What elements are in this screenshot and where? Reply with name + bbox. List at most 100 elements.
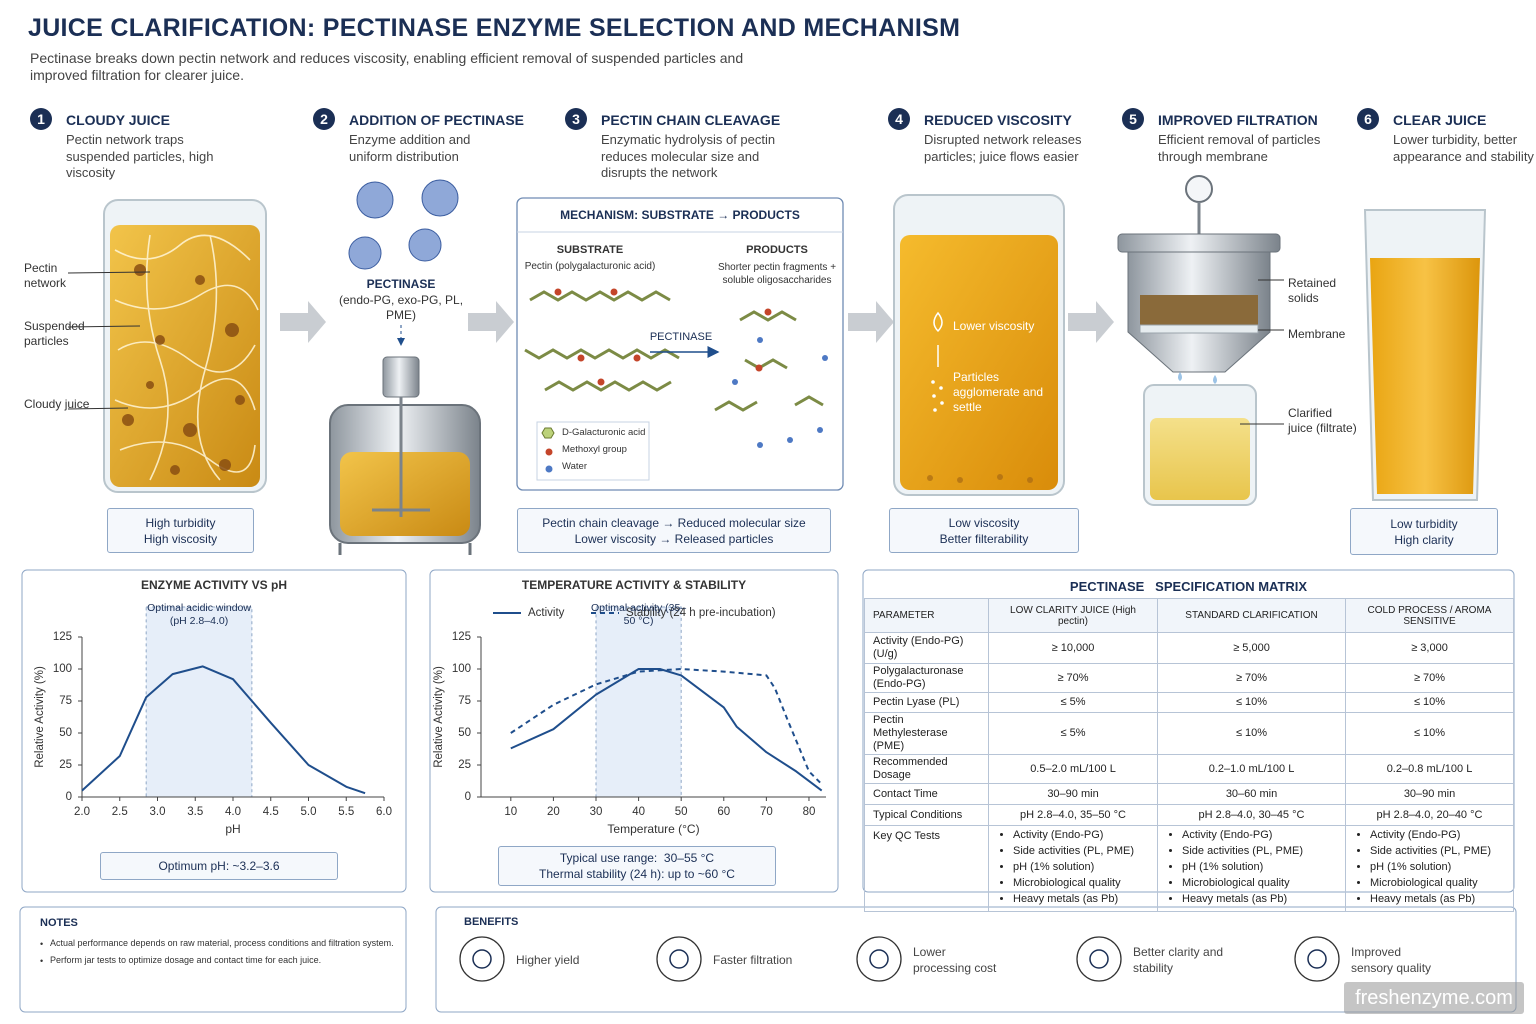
step-label: Cloudy juice — [24, 397, 90, 411]
step-label: Retained solids — [1288, 276, 1337, 305]
note-line: Thermal stability (24 h): up to ~60 °C — [539, 867, 735, 881]
x-tick-label: 60 — [717, 806, 730, 818]
table-cell: Recommended Dosage — [864, 754, 989, 784]
qc-item: pH (1% solution) — [1370, 859, 1505, 875]
table-row: Pectin Methylesterase (PME) ≤ 5% ≤ 10% ≤ 10… — [864, 712, 1514, 755]
table-wrap: PARAMETER LOW CLARITY JUICE (High pectin)… — [864, 598, 1514, 912]
step-description: Enzyme addition and uniform distribution — [349, 132, 471, 164]
ph-chart-panel — [21, 569, 407, 893]
page-title: JUICE CLARIFICATION: PECTINASE ENZYME SE… — [28, 14, 961, 42]
step-number: 6 — [1357, 108, 1379, 130]
table-cell: 30–90 min — [1345, 783, 1514, 805]
note-item: Perform jar tests to optimize dosage and… — [50, 955, 322, 965]
note-line: Typical use range: 30–55 °C — [559, 851, 715, 865]
x-tick-label: 30 — [590, 806, 603, 818]
y-tick-label: 75 — [59, 695, 72, 707]
table-cell: Typical Conditions — [864, 804, 989, 826]
header-cell: STANDARD CLARIFICATION — [1157, 598, 1346, 633]
table-row: Polygalacturonase (Endo-PG) ≥ 70% ≥ 70% ≥ 7… — [864, 663, 1514, 693]
table-header-row: PARAMETER LOW CLARITY JUICE (High pectin)… — [864, 598, 1514, 633]
summary-line: High viscosity — [143, 531, 218, 546]
step-number: 3 — [565, 108, 587, 130]
y-tick-label: 0 — [66, 791, 72, 803]
cloudy-juice-glass — [67, 199, 267, 493]
step-title: IMPROVED FILTRATION — [1158, 112, 1318, 128]
qc-item: Heavy metals (as Pb) — [1182, 891, 1337, 907]
benefit-icon-inner — [1089, 949, 1109, 969]
x-tick-label: 20 — [547, 806, 560, 818]
summary-line: Low turbidity — [1390, 516, 1458, 531]
table-cell: ≥ 10,000 — [988, 632, 1158, 664]
table-cell: ≥ 70% — [1157, 663, 1346, 693]
benefit-label: Better clarity and stability — [1133, 945, 1224, 975]
table-cell: Activity (Endo-PG)Side activities (PL, P… — [1345, 825, 1514, 912]
y-tick-label: 25 — [458, 759, 471, 771]
legend-box — [536, 421, 650, 481]
qc-item: Activity (Endo-PG) — [1182, 827, 1337, 843]
table-cell: Activity (Endo-PG) (U/g) — [864, 632, 989, 664]
table-cell: ≥ 5,000 — [1157, 632, 1346, 664]
products-heading: PRODUCTS — [746, 244, 808, 256]
table-row: Contact Time 30–90 min 30–60 min 30–90 min — [864, 783, 1514, 805]
step-title: CLOUDY JUICE — [66, 112, 170, 128]
mechanism-title: MECHANISM: SUBSTRATE → PRODUCTS — [560, 208, 800, 222]
pectin-chains — [524, 290, 824, 412]
benefit-label: Faster filtration — [713, 953, 793, 967]
step-summary-box: High turbidity High viscosity — [107, 508, 254, 553]
qc-list: Activity (Endo-PG)Side activities (PL, P… — [997, 827, 1149, 907]
x-tick-label: 5.0 — [301, 806, 317, 818]
qc-item: Activity (Endo-PG) — [1013, 827, 1149, 843]
qc-item: Side activities (PL, PME) — [1370, 843, 1505, 859]
substrate-note: Pectin (polygalacturonic acid) — [524, 261, 656, 272]
x-tick-label: 2.0 — [74, 806, 90, 818]
header-cell: PARAMETER — [864, 598, 989, 633]
benefit-label: Higher yield — [516, 953, 580, 967]
highlight-label: Optimal activity (35–50 °C) — [591, 602, 687, 627]
table-row: Key QC TestsActivity (Endo-PG)Side activ… — [864, 825, 1514, 912]
table-cell: Activity (Endo-PG)Side activities (PL, P… — [988, 825, 1158, 912]
summary-line: High turbidity — [145, 515, 216, 530]
legend-label: Activity — [528, 607, 565, 619]
highlight-band — [145, 606, 253, 798]
legend-label: Methoxyl group — [562, 444, 627, 455]
x-tick-label: 10 — [504, 806, 517, 818]
benefit-icon-inner — [669, 949, 689, 969]
molecule-dots — [554, 288, 828, 448]
y-tick-label: 25 — [59, 759, 72, 771]
x-tick-label: 3.0 — [150, 806, 166, 818]
temperature-chart-panel — [429, 569, 839, 893]
products-note: Shorter pectin fragments + soluble oligo… — [717, 262, 837, 286]
y-axis-label: Relative Activity (%) — [34, 666, 46, 768]
legend-label: Water — [562, 461, 587, 472]
y-axis-label: Relative Activity (%) — [433, 666, 445, 768]
summary-line: Low viscosity — [948, 515, 1020, 530]
table-cell: 30–90 min — [988, 783, 1158, 805]
benefit-icon — [459, 936, 505, 982]
step-title: CLEAR JUICE — [1393, 112, 1487, 128]
y-tick-label: 75 — [458, 695, 471, 707]
membrane-filter — [1117, 175, 1284, 506]
benefit-icon — [1294, 936, 1340, 982]
summary-line: Better filterability — [939, 531, 1029, 546]
chart-title: TEMPERATURE ACTIVITY & STABILITY — [522, 578, 746, 592]
qc-item: Microbiological quality — [1013, 875, 1149, 891]
table-cell: 0.5–2.0 mL/100 L — [988, 754, 1158, 784]
highlight-band — [595, 606, 682, 798]
x-tick-label: 4.0 — [225, 806, 241, 818]
qc-item: Microbiological quality — [1370, 875, 1505, 891]
step-title: ADDITION OF PECTINASE — [349, 112, 525, 128]
qc-item: Microbiological quality — [1182, 875, 1337, 891]
step-label: PECTINASE — [366, 277, 436, 291]
x-axis-label: Temperature (°C) — [607, 822, 699, 836]
legend-label: Stability (24 h pre-incubation) — [626, 607, 776, 619]
step-number: 2 — [313, 108, 335, 130]
step-summary-box: Pectin chain cleavage → Reduced molecula… — [517, 508, 831, 553]
benefit-icon — [656, 936, 702, 982]
table-cell: ≤ 5% — [988, 712, 1158, 755]
summary-line: Pectin chain cleavage → Reduced molecula… — [542, 515, 806, 530]
step-number: 5 — [1122, 108, 1144, 130]
y-tick-label: 100 — [452, 663, 471, 675]
x-tick-label: 6.0 — [376, 806, 392, 818]
series-line — [510, 668, 823, 785]
